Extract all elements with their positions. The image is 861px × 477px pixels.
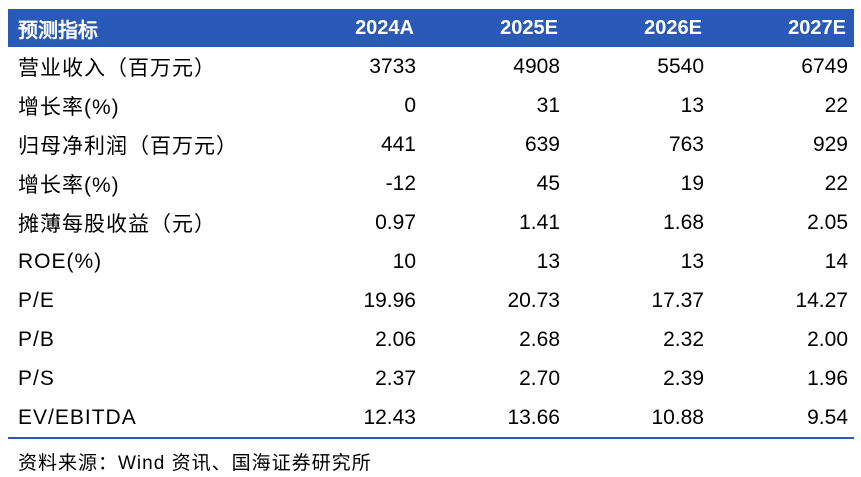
- table-row: P/B 2.06 2.68 2.32 2.00: [8, 320, 854, 359]
- row-label: 营业收入（百万元）: [18, 56, 216, 80]
- table-cell: 19.96: [363, 288, 416, 312]
- row-label: ROE(%): [18, 249, 103, 273]
- table-cell: 441: [380, 132, 416, 156]
- table-cell: 2.70: [519, 366, 560, 390]
- table-cell: 22: [824, 171, 848, 195]
- table-cell: 2.37: [375, 366, 416, 390]
- table-cell: 6749: [801, 54, 848, 78]
- table-row: 增长率(%) -12 45 19 22: [8, 164, 854, 203]
- row-label: 增长率(%): [18, 173, 120, 197]
- table-cell: 1.96: [807, 366, 848, 390]
- table-row: P/S 2.37 2.70 2.39 1.96: [8, 359, 854, 398]
- table-cell: 12.43: [284, 398, 422, 439]
- table-row: 营业收入（百万元） 3733 4908 5540 6749: [8, 47, 854, 86]
- table-row: ROE(%) 10 13 13 14: [8, 242, 854, 281]
- table-body: 营业收入（百万元） 3733 4908 5540 6749 增长率(%) 0 3…: [8, 47, 854, 439]
- table-cell: 639: [524, 132, 560, 156]
- table-cell: 5540: [657, 54, 704, 78]
- table-row: EV/EBITDA 12.43 13.66 10.88 9.54: [8, 398, 854, 439]
- table-row: P/E 19.96 20.73 17.37 14.27: [8, 281, 854, 320]
- table-cell: 2.68: [519, 327, 560, 351]
- table-cell: 13: [680, 249, 704, 273]
- table-row: 增长率(%) 0 31 13 22: [8, 86, 854, 125]
- table-cell: 13: [680, 93, 704, 117]
- row-label: EV/EBITDA: [8, 398, 284, 439]
- table-header: 预测指标 2024A 2025E 2026E 2027E: [8, 9, 854, 47]
- table-cell: 2.05: [807, 210, 848, 234]
- table-cell: 17.37: [651, 288, 704, 312]
- table-cell: 929: [812, 132, 848, 156]
- row-label: P/B: [18, 327, 55, 351]
- table-cell: 0.97: [375, 210, 416, 234]
- table-cell: 13.66: [422, 398, 566, 439]
- row-label: P/E: [18, 288, 55, 312]
- table-cell: 2.32: [663, 327, 704, 351]
- table-row: 归母净利润（百万元） 441 639 763 929: [8, 125, 854, 164]
- table-row: 摊薄每股收益（元） 0.97 1.41 1.68 2.05: [8, 203, 854, 242]
- row-label: 归母净利润（百万元）: [18, 134, 238, 158]
- row-label: 摊薄每股收益（元）: [18, 212, 216, 236]
- table-cell: 0: [404, 93, 416, 117]
- table-cell: 2.00: [807, 327, 848, 351]
- header-cell-2025e: 2025E: [422, 9, 566, 47]
- table-cell: 45: [536, 171, 560, 195]
- header-cell-2027e: 2027E: [710, 9, 854, 47]
- forecast-table-container: 预测指标 2024A 2025E 2026E 2027E 营业收入（百万元） 3…: [8, 9, 854, 439]
- table-cell: 4908: [513, 54, 560, 78]
- source-note: 资料来源：Wind 资讯、国海证券研究所: [18, 453, 372, 474]
- table-cell: 20.73: [507, 288, 560, 312]
- forecast-table: 预测指标 2024A 2025E 2026E 2027E 营业收入（百万元） 3…: [8, 9, 854, 439]
- row-label: P/S: [18, 366, 55, 390]
- table-cell: 19: [680, 171, 704, 195]
- table-cell: 9.54: [710, 398, 854, 439]
- header-row: 预测指标 2024A 2025E 2026E 2027E: [8, 9, 854, 47]
- table-cell: 763: [668, 132, 704, 156]
- header-cell-2026e: 2026E: [566, 9, 710, 47]
- table-cell: 1.41: [519, 210, 560, 234]
- table-cell: 13: [536, 249, 560, 273]
- table-cell: 10.88: [566, 398, 710, 439]
- row-label: 增长率(%): [18, 95, 120, 119]
- table-cell: 10: [392, 249, 416, 273]
- table-cell: 14: [824, 249, 848, 273]
- table-cell: 2.39: [663, 366, 704, 390]
- table-cell: 1.68: [663, 210, 704, 234]
- table-cell: 31: [536, 93, 560, 117]
- table-cell: 14.27: [795, 288, 848, 312]
- table-cell: 22: [824, 93, 848, 117]
- header-cell-2024a: 2024A: [284, 9, 422, 47]
- header-cell-metric: 预测指标: [8, 9, 284, 47]
- table-cell: 3733: [369, 54, 416, 78]
- table-cell: 2.06: [375, 327, 416, 351]
- table-cell: -12: [385, 171, 416, 195]
